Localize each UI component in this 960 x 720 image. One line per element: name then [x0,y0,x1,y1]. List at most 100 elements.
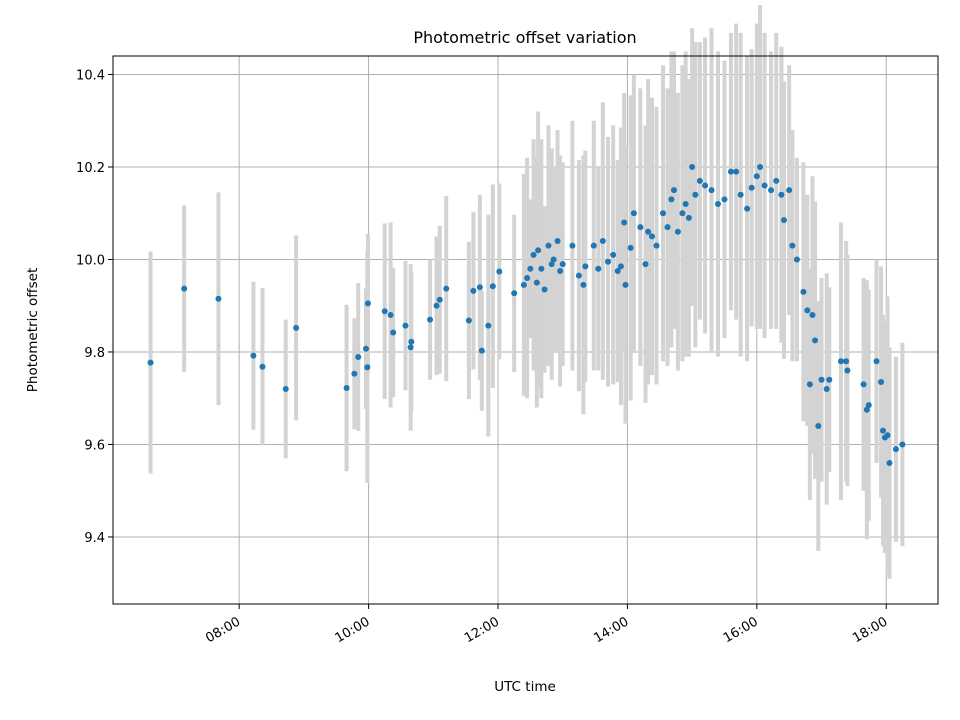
data-point [865,402,872,409]
data-point [147,359,154,366]
y-tick-label: 10.0 [76,253,105,268]
data-point [702,182,709,189]
data-point [557,268,564,275]
data-point [806,381,813,388]
data-point [433,302,440,309]
data-point [610,251,617,258]
data-point [737,191,744,198]
chart-title: Photometric offset variation [413,28,636,47]
data-point [582,263,589,270]
data-point [621,219,628,226]
data-point [569,242,576,249]
y-axis-label: Photometric offset [25,268,41,392]
data-point [590,242,597,249]
data-point [541,286,548,293]
data-point [696,177,703,184]
x-axis-label: UTC time [494,679,556,695]
data-point [664,224,671,231]
data-point [884,432,891,439]
y-tick-label: 9.6 [84,438,105,453]
data-point [679,210,686,217]
data-point [524,274,531,281]
data-point [363,345,369,352]
data-point [793,256,800,263]
data-point [668,196,675,203]
plot-area-frame [112,55,939,605]
data-point [538,265,545,272]
data-point [789,242,796,249]
data-point [843,358,850,365]
data-point [545,242,552,249]
data-point [812,337,819,344]
data-point [489,283,496,290]
data-point [733,168,740,175]
data-point [778,191,785,198]
data-point [605,258,611,265]
data-point [343,385,350,392]
data-point [873,358,880,365]
data-point [708,187,715,194]
data-point [614,268,621,275]
data-point [880,427,886,434]
y-tick-label: 9.4 [84,531,105,546]
data-point [622,281,629,288]
data-point [470,287,477,294]
data-point [837,358,844,365]
data-point [892,446,899,453]
data-point [617,263,624,270]
data-point [674,228,681,235]
data-point [757,163,764,170]
data-point [476,284,483,291]
y-tick-label: 9.8 [84,346,105,361]
data-point [181,285,188,292]
data-point [496,268,503,275]
data-point [548,261,555,268]
data-point [886,459,893,466]
data-point [642,261,649,268]
data-point [878,379,885,386]
data-point [364,300,371,307]
data-point [520,281,527,288]
data-point [530,251,537,258]
data-point [692,191,699,198]
data-point [689,163,696,170]
data-point [815,422,822,429]
data-point [550,256,557,263]
data-point [744,205,751,212]
data-point [660,210,666,217]
data-point [215,295,222,302]
y-tick-label: 10.4 [76,68,105,83]
data-point [649,233,655,240]
data-point [259,363,266,370]
data-point [721,196,728,203]
data-point [478,347,485,354]
data-point [781,217,787,224]
data-point [809,311,816,318]
data-point [715,200,721,207]
data-points [147,163,906,466]
data-point [575,272,582,279]
data-point [653,242,660,249]
data-point [627,244,634,251]
y-tick-label: 10.2 [76,161,105,176]
data-point [559,261,566,268]
data-point [823,385,830,392]
data-point [860,381,867,388]
data-point [844,367,851,374]
data-point [351,370,358,377]
data-point [485,322,492,329]
data-point [671,187,677,194]
data-point [408,338,415,345]
data-point [826,376,833,383]
data-point [595,265,602,272]
data-point [727,168,734,175]
data-point [773,177,780,184]
data-point [599,237,606,244]
data-point [645,228,652,235]
data-point [387,311,394,318]
data-point [863,406,870,413]
data-point [381,308,388,315]
data-point [761,182,768,189]
data-point [436,296,443,303]
